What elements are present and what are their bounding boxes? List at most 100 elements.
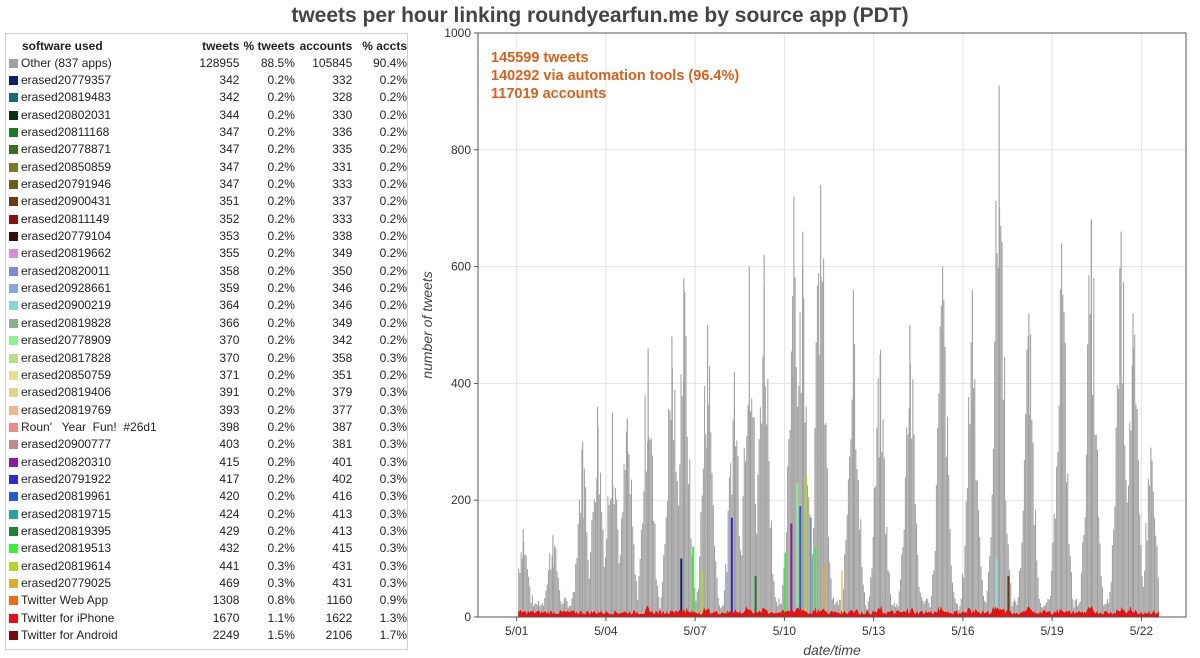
peak-bar: [611, 412, 613, 617]
legend-row: erased20811149 352 0.2% 333 0.2%: [9, 210, 407, 227]
legend-cell-tweets: 370: [219, 350, 240, 365]
legend-cell-tweets: 370: [219, 333, 240, 348]
legend-cell-tweets: 364: [219, 298, 240, 313]
legend-row-label: erased20819513: [21, 541, 112, 556]
annotation-total-tweets: 145599 tweets: [491, 50, 589, 66]
legend-cell-pct-accts: 0.3%: [379, 506, 407, 521]
header-accounts: accounts: [299, 38, 353, 53]
x-tick-label: 5/01: [505, 624, 529, 638]
legend-row-label: erased20900431: [21, 194, 112, 209]
legend-cell-tweets: 371: [219, 367, 240, 382]
peak-bar: [971, 289, 973, 617]
legend-cell-pct-tweets: 0.2%: [267, 506, 295, 521]
peak-bar: [683, 278, 685, 617]
legend-row-name: erased20819513: [9, 540, 183, 557]
legend-row: erased20820310 415 0.2% 401 0.3%: [9, 453, 407, 470]
legend-cell-pct-accts: 90.4%: [372, 55, 407, 70]
legend-swatch: [9, 93, 18, 103]
legend-cell-pct-accts: 0.3%: [379, 385, 407, 400]
legend-row-name: erased20778871: [9, 141, 183, 158]
legend-row-name: Twitter Web App: [9, 592, 183, 609]
legend-row: erased20819961 420 0.2% 416 0.3%: [9, 488, 407, 505]
legend-swatch: [9, 353, 18, 363]
legend-cell-pct-tweets: 0.2%: [267, 298, 295, 313]
bursts: [680, 476, 1010, 617]
legend-row-label: erased20819395: [21, 523, 112, 538]
legend-row-name: erased20778909: [9, 332, 183, 349]
legend-row: erased20900431 351 0.2% 337 0.2%: [9, 193, 407, 210]
legend-row-label: erased20850859: [21, 159, 112, 174]
legend-cell-pct-tweets: 0.3%: [267, 558, 295, 573]
legend-row: erased20819483 342 0.2% 328 0.2%: [9, 89, 407, 106]
legend-swatch: [9, 561, 18, 571]
legend-cell-pct-tweets: 0.2%: [267, 437, 295, 452]
burst-bar: [809, 517, 812, 617]
legend-cell-tweets: 128955: [199, 55, 240, 70]
peak-bar: [1061, 243, 1063, 618]
legend-swatch: [9, 76, 18, 86]
legend-cell-pct-accts: 0.2%: [379, 367, 407, 382]
legend-cell-accounts: 431: [332, 558, 353, 573]
legend-row-label: erased20819483: [21, 90, 112, 105]
legend-row-name: erased20820310: [9, 453, 183, 470]
legend-cell-accounts: 328: [332, 90, 353, 105]
legend-row-name: erased20819483: [9, 89, 183, 106]
legend-cell-accounts: 338: [332, 229, 353, 244]
legend-row-label: Twitter for Android: [21, 628, 118, 643]
legend-swatch: [9, 526, 18, 536]
y-axis-label: number of tweets: [419, 271, 435, 378]
legend-cell-pct-tweets: 0.2%: [267, 107, 295, 122]
legend-cell-pct-accts: 0.2%: [379, 90, 407, 105]
legend-row-label: erased20791946: [21, 177, 112, 192]
legend-row: erased20811168 347 0.2% 336 0.2%: [9, 123, 407, 140]
peak-bar: [647, 348, 649, 617]
legend-cell-pct-accts: 0.2%: [379, 263, 407, 278]
peak-bar: [748, 266, 750, 617]
legend-cell-pct-accts: 0.2%: [379, 159, 407, 174]
legend-cell-tweets: 469: [219, 575, 240, 590]
peak-bar: [763, 254, 765, 618]
legend-swatch: [9, 596, 18, 606]
legend-row-label: erased20811149: [21, 211, 110, 226]
legend-row-name: erased20819715: [9, 505, 183, 522]
legend-row-label: erased20928661: [21, 281, 112, 296]
header-pct-accts: % accts: [362, 38, 407, 53]
legend-swatch: [9, 578, 18, 588]
legend-cell-tweets: 347: [219, 177, 240, 192]
legend-swatch: [9, 474, 18, 484]
legend-row-label: erased20802031: [21, 107, 112, 122]
legend-cell-pct-accts: 0.3%: [379, 541, 407, 556]
y-tick-label: 0: [464, 610, 471, 624]
x-ticks: 5/01 5/04 5/07 5/10 5/13 5/16 5/19 5/22: [505, 617, 1153, 638]
legend-cell-accounts: 346: [332, 281, 353, 296]
legend-cell-tweets: 347: [219, 125, 240, 140]
legend-cell-accounts: 349: [332, 315, 353, 330]
legend-row: erased20819614 441 0.3% 431 0.3%: [9, 557, 407, 574]
legend-cell-pct-accts: 0.3%: [379, 419, 407, 434]
legend-row: erased20928661 359 0.2% 346 0.2%: [9, 279, 407, 296]
legend-swatch: [9, 440, 18, 450]
legend-row: erased20779104 353 0.2% 338 0.2%: [9, 227, 407, 244]
legend-cell-pct-accts: 0.3%: [379, 437, 407, 452]
legend-cell-tweets: 1308: [212, 593, 240, 608]
legend-row-label: erased20779104: [21, 229, 112, 244]
x-tick-label: 5/07: [683, 624, 707, 638]
legend-cell-pct-tweets: 0.2%: [267, 489, 295, 504]
peak-bar: [671, 336, 673, 617]
legend-cell-pct-tweets: 0.2%: [267, 402, 295, 417]
legend-cell-pct-accts: 0.2%: [379, 177, 407, 192]
peak-bar: [1120, 231, 1122, 617]
legend-cell-pct-accts: 0.2%: [379, 246, 407, 261]
legend-row: erased20779357 342 0.2% 332 0.2%: [9, 71, 407, 88]
legend-cell-pct-tweets: 0.3%: [267, 575, 295, 590]
legend-cell-tweets: 353: [219, 229, 240, 244]
legend-cell-tweets: 391: [219, 385, 240, 400]
legend-cell-pct-accts: 0.2%: [379, 142, 407, 157]
legend-row-label: erased20819715: [21, 506, 112, 521]
legend-swatch: [9, 544, 18, 554]
legend-row-name: Twitter for Android: [9, 626, 183, 643]
peak-bar: [1132, 313, 1134, 617]
legend-cell-accounts: 351: [332, 367, 353, 382]
legend-row-name: erased20819961: [9, 488, 183, 505]
legend-row: erased20819406 391 0.2% 379 0.3%: [9, 384, 407, 401]
